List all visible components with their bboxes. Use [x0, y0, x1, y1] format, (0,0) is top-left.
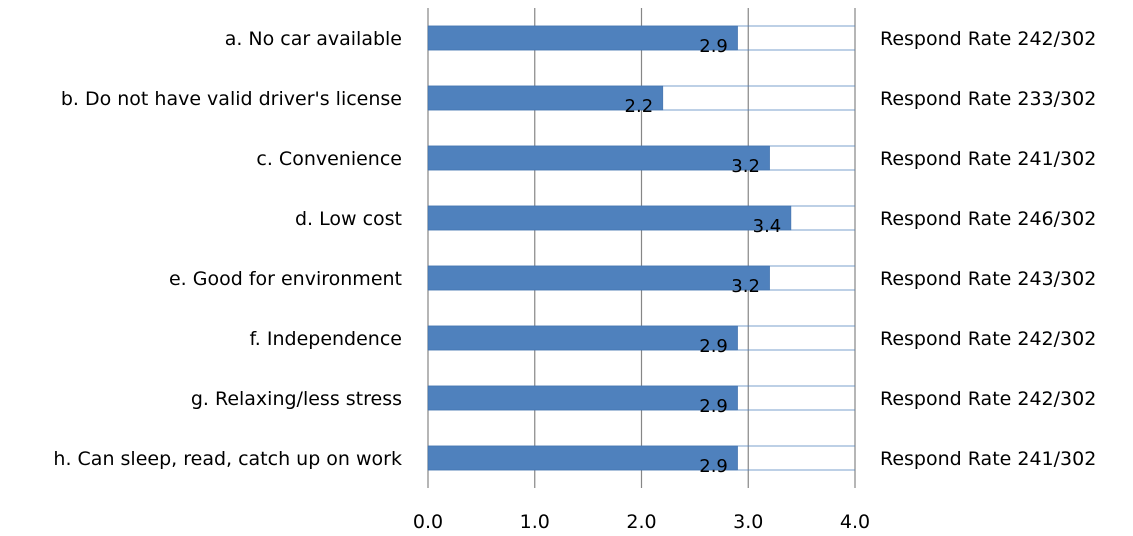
data-label: 2.2	[625, 96, 654, 117]
category-label: c. Convenience	[256, 148, 402, 170]
data-label: 2.9	[699, 36, 728, 57]
category-label: g. Relaxing/less stress	[191, 388, 402, 410]
x-tick-label: 0.0	[413, 511, 443, 533]
x-tick-label: 3.0	[733, 511, 763, 533]
respond-rate-annotation: Respond Rate 233/302	[880, 88, 1096, 110]
bar	[427, 265, 770, 291]
data-label: 2.9	[699, 396, 728, 417]
x-tick-label: 2.0	[626, 511, 656, 533]
category-label: f. Independence	[249, 328, 402, 350]
respond-rate-annotation: Respond Rate 243/302	[880, 268, 1096, 290]
data-label: 3.2	[731, 276, 760, 297]
category-label: a. No car available	[225, 28, 402, 50]
x-tick-label: 4.0	[840, 511, 870, 533]
respond-rate-annotation: Respond Rate 241/302	[880, 448, 1096, 470]
bar	[427, 325, 738, 351]
category-label: e. Good for environment	[169, 268, 402, 290]
respond-rate-annotation: Respond Rate 242/302	[880, 28, 1096, 50]
bar	[427, 85, 664, 111]
respond-rate-annotation: Respond Rate 241/302	[880, 148, 1096, 170]
data-label: 2.9	[699, 336, 728, 357]
respond-rate-annotation: Respond Rate 242/302	[880, 328, 1096, 350]
data-label: 2.9	[699, 456, 728, 477]
category-label: h. Can sleep, read, catch up on work	[53, 448, 402, 470]
bar	[427, 445, 738, 471]
category-label: b. Do not have valid driver's license	[61, 88, 402, 110]
data-label: 3.2	[731, 156, 760, 177]
category-label: d. Low cost	[295, 208, 402, 230]
bar	[427, 145, 770, 171]
bar	[427, 25, 738, 51]
respond-rate-annotation: Respond Rate 242/302	[880, 388, 1096, 410]
bar	[427, 205, 792, 231]
x-tick-label: 1.0	[520, 511, 550, 533]
data-label: 3.4	[753, 216, 782, 237]
respond-rate-annotation: Respond Rate 246/302	[880, 208, 1096, 230]
bar	[427, 385, 738, 411]
